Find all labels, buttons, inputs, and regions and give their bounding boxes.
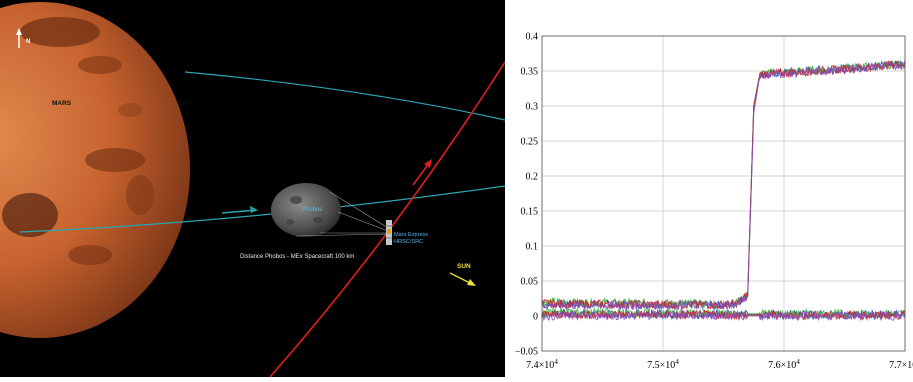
y-tick-label: 0.15 [521,207,539,218]
phobos-label: Phobos [302,207,322,213]
y-tick-label: 0 [533,312,538,323]
north-label: N [26,39,30,45]
orbit-lower [19,185,506,233]
mars-planet [0,2,190,338]
x-tick-labels: 7.4×104 7.5×104 7.6×104 7.7×104 [526,358,913,371]
spacecraft-icon [386,220,392,245]
distance-label: Distance Phobos - MEx Spacecraft 100 km [240,254,354,260]
motion-arrow-icon [412,159,432,186]
sun-arrow-icon [449,272,476,286]
y-tick-label: 0.1 [526,242,539,253]
spacecraft-label-line2: HRSC/SRC [394,239,423,245]
x-tick-label: 7.4×104 [526,358,558,371]
orbit-upper [184,71,506,121]
y-tick-label: 0.05 [521,277,539,288]
x-tick-label: 7.6×104 [768,358,800,371]
orbit-direction-arrow-icon [221,206,258,214]
y-tick-label: −0.05 [515,347,538,358]
signal-chart: −0.05 0 0.05 0.1 0.15 0.2 0.25 0.3 0.35 0.4 7.4×1… [505,0,913,377]
mars-label: MARS [52,100,72,107]
series-line-2 [541,59,906,310]
sun-label: SUN [457,263,471,270]
series-line-3 [541,61,906,312]
y-tick-labels: −0.05 0 0.05 0.1 0.15 0.2 0.25 0.3 0.35 0.4 [515,32,538,358]
chart-canvas: −0.05 0 0.05 0.1 0.15 0.2 0.25 0.3 0.35 0.4 7.4×1… [505,0,913,377]
scene-canvas: N MARS Phobos Mars Express HRSC/SRC Dist… [0,0,506,378]
y-tick-label: 0.25 [521,137,539,148]
phobos-moon [271,183,341,237]
y-tick-label: 0.4 [526,32,539,43]
y-tick-label: 0.35 [521,67,539,78]
plot-frame [541,35,906,352]
chart-series [541,59,906,322]
x-tick-label: 7.7×104 [889,358,913,371]
view-cone [295,191,389,237]
y-tick-label: 0.2 [526,172,539,183]
x-tick-label: 7.5×104 [647,358,679,371]
mars-phobos-scene: N MARS Phobos Mars Express HRSC/SRC Dist… [0,0,506,378]
series-line-7 [541,309,906,322]
spacecraft-label-line1: Mars Express [394,232,428,238]
y-tick-label: 0.3 [526,102,539,113]
north-arrow-icon [16,28,22,48]
